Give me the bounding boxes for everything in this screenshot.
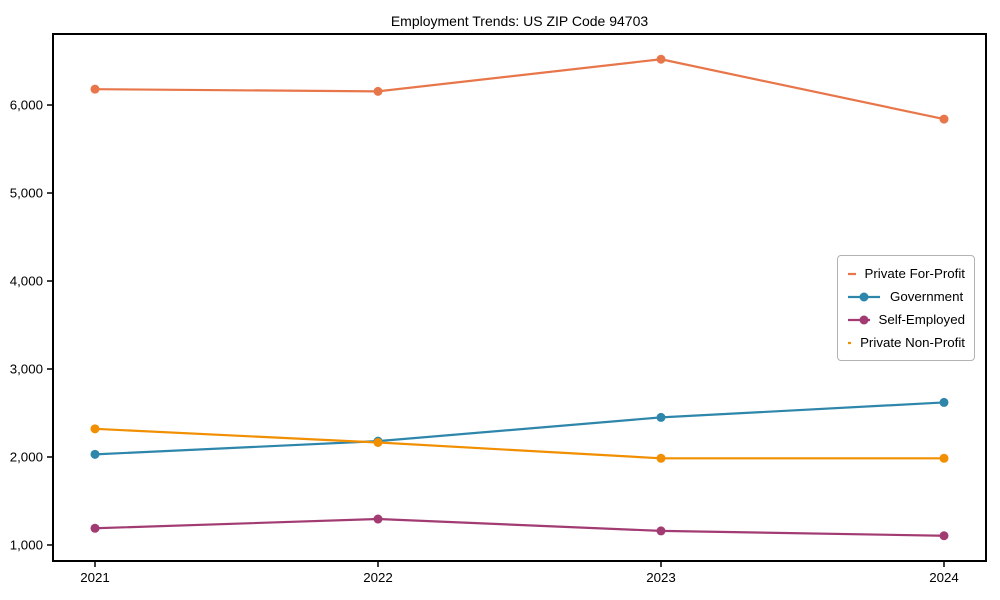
legend-marker-government-icon xyxy=(848,292,880,301)
series-line-private-for-profit xyxy=(90,54,949,124)
legend-item-private-non-profit: Private Non-Profit xyxy=(847,331,965,354)
data-point-private-non-profit-2024 xyxy=(939,453,949,463)
y-tick-label: 3,000 xyxy=(10,361,43,376)
series-path-self-employed xyxy=(93,517,946,537)
chart-title: Employment Trends: US ZIP Code 94703 xyxy=(390,13,649,29)
x-tick-label: 2023 xyxy=(646,570,676,585)
data-point-private-for-profit-2022 xyxy=(373,86,383,96)
data-point-self-employed-2023 xyxy=(656,526,666,536)
y-tick-label: 2,000 xyxy=(10,449,43,464)
legend: Private For-Profit Government Self-Employe… xyxy=(837,255,975,361)
legend-dot xyxy=(859,292,869,301)
series-lines xyxy=(90,54,949,541)
legend-marker-self-employed-icon xyxy=(848,315,870,324)
series-path-government xyxy=(93,401,946,456)
data-point-private-for-profit-2024 xyxy=(939,114,949,124)
legend-label: Private Non-Profit xyxy=(860,335,965,350)
y-tick-label: 1,000 xyxy=(10,537,43,552)
data-point-government-2024 xyxy=(939,397,949,407)
data-point-private-non-profit-2023 xyxy=(656,453,666,463)
legend-dot xyxy=(859,315,869,324)
data-point-private-for-profit-2021 xyxy=(90,84,100,94)
y-tick-label: 6,000 xyxy=(10,98,43,113)
y-tick-label: 5,000 xyxy=(10,186,43,201)
series-line-private-non-profit xyxy=(90,424,949,463)
data-point-self-employed-2022 xyxy=(373,514,383,524)
data-point-self-employed-2024 xyxy=(939,531,949,541)
x-tick-label: 2022 xyxy=(363,570,393,585)
legend-label: Private For-Profit xyxy=(864,266,966,281)
data-point-private-non-profit-2021 xyxy=(90,424,100,434)
x-tick-label: 2024 xyxy=(929,570,959,585)
axes: 1,000 2,000 3,000 4,000 5,000 6,000 2021 2022 20… xyxy=(10,33,987,585)
legend-item-private-for-profit: Private For-Profit xyxy=(847,262,965,285)
series-path-private-non-profit xyxy=(93,427,946,460)
data-point-private-non-profit-2022 xyxy=(373,437,383,447)
legend-item-government: Government xyxy=(847,285,965,308)
legend-label: Self-Employed xyxy=(878,312,965,327)
plot-border xyxy=(52,33,987,562)
legend-marker-private-for-profit-icon xyxy=(848,272,856,275)
legend-label: Government xyxy=(890,289,964,304)
x-tick-label: 2021 xyxy=(80,570,110,585)
legend-marker-private-non-profit-icon xyxy=(848,341,852,344)
data-point-government-2023 xyxy=(656,412,666,422)
y-tick-label: 4,000 xyxy=(10,274,43,289)
data-point-private-for-profit-2023 xyxy=(656,54,666,64)
series-line-self-employed xyxy=(90,514,949,541)
legend-item-self-employed: Self-Employed xyxy=(847,308,965,331)
data-point-self-employed-2021 xyxy=(90,523,100,533)
data-point-government-2021 xyxy=(90,449,100,459)
series-path-private-for-profit xyxy=(93,58,946,121)
